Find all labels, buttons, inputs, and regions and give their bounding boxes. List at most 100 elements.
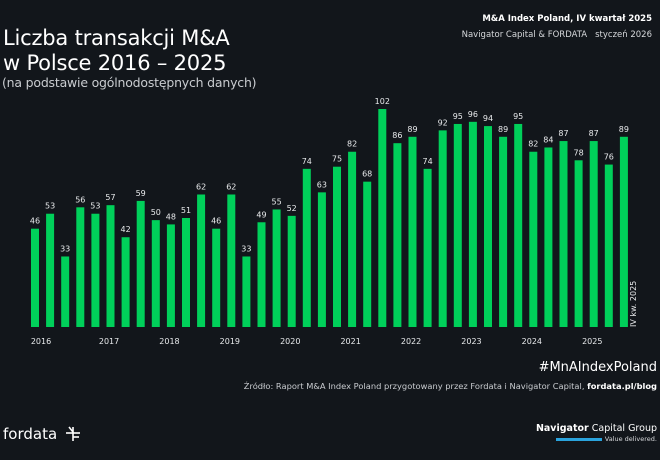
bar-value-label: 48 bbox=[166, 212, 176, 221]
bar bbox=[363, 181, 372, 327]
page-title: Liczba transakcji M&A w Polsce 2016 – 20… bbox=[3, 26, 230, 76]
bar-value-label: 89 bbox=[498, 125, 508, 134]
bar-value-label: 84 bbox=[543, 135, 553, 144]
fordata-logo-text: fordata bbox=[3, 425, 58, 443]
bar-value-label: 33 bbox=[241, 244, 251, 253]
x-tick-label: 2021 bbox=[340, 337, 360, 346]
bar bbox=[212, 228, 221, 327]
bar-value-label: 52 bbox=[287, 204, 297, 213]
bar-value-label: 86 bbox=[392, 131, 402, 140]
report-meta: Navigator Capital & FORDATA styczeń 2026 bbox=[462, 30, 652, 40]
bar bbox=[529, 151, 538, 327]
last-bar-annotation: IV kw. 2025 bbox=[629, 281, 638, 327]
bar-value-label: 59 bbox=[136, 189, 146, 198]
bar bbox=[61, 256, 70, 327]
bar-value-label: 55 bbox=[272, 197, 282, 206]
bar bbox=[197, 194, 206, 327]
bar bbox=[227, 194, 236, 327]
subtitle: (na podstawie ogólnodostępnych danych) bbox=[2, 75, 257, 90]
bar bbox=[559, 141, 568, 327]
report-info: M&A Index Poland, IV kwartał 2025 Naviga… bbox=[462, 14, 652, 40]
bar-value-label: 89 bbox=[619, 125, 629, 134]
bar bbox=[242, 256, 251, 327]
bar-value-label: 92 bbox=[438, 118, 448, 127]
bar bbox=[589, 141, 598, 327]
bar bbox=[91, 213, 100, 327]
bar bbox=[408, 136, 417, 327]
bar-value-label: 53 bbox=[90, 202, 100, 211]
navigator-logo-name: Navigator Capital Group bbox=[536, 423, 657, 434]
bar bbox=[76, 207, 85, 327]
bar bbox=[333, 166, 341, 327]
bar-value-label: 62 bbox=[196, 182, 206, 191]
bar-value-label: 102 bbox=[375, 97, 390, 106]
bar-value-label: 57 bbox=[105, 193, 115, 202]
navigator-name-bold: Navigator bbox=[535, 423, 589, 434]
bar bbox=[574, 160, 583, 327]
bar bbox=[272, 209, 281, 327]
x-tick-label: 2024 bbox=[522, 337, 542, 346]
bar bbox=[453, 123, 462, 327]
source-text: Źródło: Raport M&A Index Poland przygoto… bbox=[243, 381, 588, 391]
source-link[interactable]: fordata.pl/blog bbox=[587, 381, 657, 391]
report-date: styczeń 2026 bbox=[595, 30, 652, 40]
bar-value-label: 87 bbox=[589, 129, 599, 138]
bar-value-label: 78 bbox=[574, 148, 584, 157]
title-line-1: Liczba transakcji M&A bbox=[3, 26, 230, 50]
bar-value-label: 46 bbox=[30, 217, 40, 226]
bar-value-label: 94 bbox=[483, 114, 493, 123]
bar-value-label: 50 bbox=[151, 208, 161, 217]
bar bbox=[499, 136, 508, 327]
bar-value-label: 96 bbox=[468, 110, 478, 119]
bar bbox=[302, 168, 311, 327]
navigator-tagline: Value delivered. bbox=[604, 435, 657, 443]
x-tick-label: 2022 bbox=[401, 337, 421, 346]
bar bbox=[121, 237, 130, 327]
bar-value-label: 82 bbox=[528, 140, 538, 149]
bar-value-label: 74 bbox=[423, 157, 433, 166]
bar bbox=[514, 123, 523, 327]
x-tick-label: 2023 bbox=[461, 337, 481, 346]
fordata-logo-icon bbox=[66, 426, 81, 441]
bar-value-label: 53 bbox=[45, 202, 55, 211]
navigator-logo-row: Value delivered. bbox=[536, 435, 657, 443]
bar bbox=[468, 121, 477, 327]
x-tick-label: 2017 bbox=[99, 337, 119, 346]
x-tick-label: 2025 bbox=[582, 337, 602, 346]
bar bbox=[182, 218, 190, 327]
bar-value-label: 62 bbox=[226, 182, 236, 191]
bar bbox=[136, 200, 145, 327]
bar bbox=[151, 220, 160, 327]
bar bbox=[46, 213, 55, 327]
fordata-logo: fordata bbox=[3, 425, 81, 443]
bar bbox=[166, 224, 175, 327]
bar bbox=[31, 228, 39, 327]
bar-value-label: 75 bbox=[332, 155, 342, 164]
bar-value-label: 68 bbox=[362, 170, 372, 179]
bar-value-label: 56 bbox=[75, 195, 85, 204]
bar bbox=[438, 130, 447, 327]
bar bbox=[317, 192, 326, 327]
bar bbox=[484, 126, 492, 327]
bar-value-label: 89 bbox=[407, 125, 417, 134]
x-tick-label: 2016 bbox=[31, 337, 51, 346]
source-note: Źródło: Raport M&A Index Poland przygoto… bbox=[244, 381, 657, 391]
navigator-logo-bar bbox=[555, 437, 602, 441]
bar bbox=[619, 136, 628, 327]
title-line-2: w Polsce 2016 – 2025 bbox=[3, 51, 227, 75]
bar bbox=[287, 215, 296, 327]
bar-value-label: 82 bbox=[347, 140, 357, 149]
bar-value-label: 46 bbox=[211, 217, 221, 226]
x-tick-label: 2020 bbox=[280, 337, 300, 346]
bar-value-label: 42 bbox=[121, 225, 131, 234]
bar bbox=[106, 205, 115, 327]
bar-value-label: 76 bbox=[604, 153, 614, 162]
x-tick-label: 2019 bbox=[220, 337, 240, 346]
bar-value-label: 87 bbox=[558, 129, 568, 138]
bar bbox=[393, 143, 402, 327]
bar bbox=[257, 222, 266, 327]
bar-value-label: 33 bbox=[60, 244, 70, 253]
report-name: M&A Index Poland, IV kwartał 2025 bbox=[482, 14, 652, 24]
bar-value-label: 49 bbox=[256, 210, 266, 219]
